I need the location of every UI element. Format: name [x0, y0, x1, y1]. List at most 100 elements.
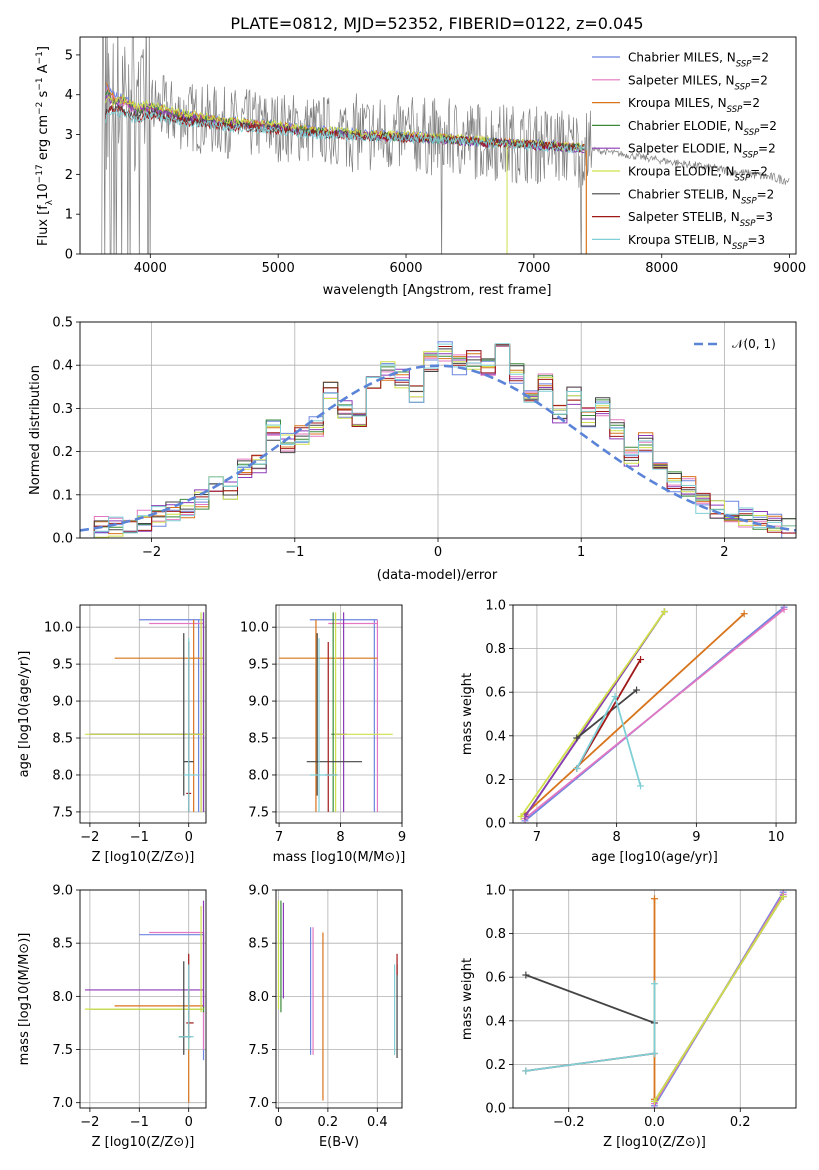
x-tick-label: 7	[275, 830, 283, 845]
weight-vs-metallicity-panel: −0.2 0.0 0.2 0.0 0.2 0.4 0.6 0.8 1.0 Z [log10(Z/Z…	[460, 884, 797, 1150]
x-tick-label: 0.2	[318, 1115, 339, 1130]
x-tick-label: 8000	[645, 261, 678, 276]
y-tick-label: 3	[65, 128, 73, 143]
legend-label-salp_miles: Salpeter MILES, NSSP=2	[628, 73, 768, 92]
weight-line-krou_miles	[524, 613, 745, 815]
x-tick-label: 0	[185, 1115, 193, 1130]
p-ageZ-ylabel: age [log10(age/yr)]	[17, 651, 32, 778]
spectrum-legend: Chabrier MILES, NSSP=2 Salpeter MILES, NS…	[592, 51, 777, 252]
y-tick-label: 7.0	[248, 1096, 269, 1111]
x-tick-label: 0.4	[367, 1115, 388, 1130]
y-tick-label: 0.4	[485, 1014, 506, 1029]
x-tick-label: 7	[533, 830, 541, 845]
residuals-panel: −2 −1 0 1 2 0.0 0.1 0.2 0.3 0.4 0.5 𝒩(0, 1) (data-m…	[28, 316, 797, 583]
p-mE-xlabel: E(B-V)	[319, 1135, 359, 1150]
y-tick-label: 10.0	[240, 621, 269, 636]
y-tick-label: 9.5	[248, 658, 269, 673]
y-tick-label: 0.1	[52, 488, 73, 503]
legend-label-chab_miles: Chabrier MILES, NSSP=2	[628, 51, 769, 70]
errorbars	[84, 612, 205, 812]
y-tick-label: 0.0	[485, 817, 506, 832]
x-tick-label: −2	[80, 830, 99, 845]
errorbars	[277, 900, 398, 1101]
axes-frame	[79, 321, 797, 539]
y-tick-label: 8.0	[52, 768, 73, 783]
p-wAge-xlabel: age [log10(age/yr)]	[591, 850, 718, 865]
x-tick-label: 10	[768, 830, 785, 845]
x-tick-label: −2	[80, 1115, 99, 1130]
y-tick-label: 8.5	[52, 732, 73, 747]
weight-line-krou_elodie	[520, 610, 666, 818]
spectrum-xlabel: wavelength [Angstrom, rest frame]	[323, 283, 552, 298]
y-tick-label: 9.0	[248, 884, 269, 899]
x-tick-label: −1	[285, 545, 304, 560]
x-tick-label: 9	[692, 830, 700, 845]
legend-label-salp_elodie: Salpeter ELODIE, NSSP=2	[628, 142, 776, 161]
legend-label-krou_miles: Kroupa MILES, NSSP=2	[628, 96, 760, 115]
y-tick-label: 0.4	[52, 359, 73, 374]
weight-line-salp_miles	[524, 608, 785, 820]
y-tick-label: 1.0	[485, 884, 506, 899]
x-tick-label: 8	[336, 830, 344, 845]
x-tick-label: 0.2	[730, 1115, 751, 1130]
axes-frame	[275, 604, 403, 824]
y-tick-label: 1	[65, 208, 73, 223]
y-tick-label: 7.5	[248, 1043, 269, 1058]
y-tick-label: 7.0	[52, 1096, 73, 1111]
y-tick-label: 10.0	[44, 621, 73, 636]
y-tick-label: 9.0	[52, 884, 73, 899]
model-chab_stelib	[105, 104, 585, 153]
y-tick-label: 0.2	[52, 445, 73, 460]
weight-line-chab_stelib	[525, 974, 655, 1024]
axes-frame	[512, 889, 797, 1109]
y-tick-label: 8.0	[248, 990, 269, 1005]
x-tick-label: −1	[130, 830, 149, 845]
mass-vs-metallicity-panel: −2 −1 0 7.0 7.5 8.0 8.5 9.0 Z [log10(Z/Z⊙)] mass …	[17, 884, 207, 1150]
y-tick-label: 0.8	[485, 927, 506, 942]
weight-lines	[517, 605, 788, 823]
residuals-plot: −2 −1 0 1 2 0.0 0.1 0.2 0.3 0.4 0.5 𝒩(0, 1)	[52, 316, 797, 560]
y-tick-label: 0.2	[485, 1058, 506, 1073]
y-tick-label: 2	[65, 168, 73, 183]
residuals-ylabel: Normed distribution	[28, 365, 43, 495]
y-tick-label: 8.0	[52, 990, 73, 1005]
x-tick-label: 5000	[262, 261, 295, 276]
model-krou_stelib	[105, 108, 585, 154]
errorbars	[84, 900, 205, 1103]
y-tick-label: 7.5	[52, 1043, 73, 1058]
y-tick-label: 0	[65, 248, 73, 263]
x-tick-label: 8	[612, 830, 620, 845]
age-vs-mass-panel: 7 8 9 7.5 8.0 8.5 9.0 9.5 10.0 mass [log10(M/M⊙)]	[240, 604, 406, 865]
histogram-krou_stelib	[80, 343, 796, 538]
p-wAge-ylabel: mass weight	[460, 673, 475, 755]
weight-line-krou_elodie	[653, 896, 784, 1102]
x-tick-label: 0	[434, 545, 442, 560]
spectrum-ylabel: Flux [fλ10−17 erg cm−2 s−1 A−1]	[35, 46, 55, 246]
p-mZ-ylabel: mass [log10(M/M⊙)]	[17, 933, 32, 1066]
y-tick-label: 5	[65, 48, 73, 63]
x-tick-label: 0	[274, 1115, 282, 1130]
y-tick-label: 0.5	[52, 316, 73, 331]
spectrum-plot: 4000 5000 6000 7000 8000 9000 0 1 2 3 4 5 Chabrier M…	[65, 36, 806, 276]
y-tick-label: 8.5	[248, 937, 269, 952]
x-tick-label: 1	[577, 545, 585, 560]
p-ageZ-xlabel: Z [log10(Z/Z⊙)]	[92, 850, 195, 865]
x-tick-label: 9	[398, 830, 406, 845]
x-tick-label: 6000	[389, 261, 422, 276]
y-tick-label: 7.5	[248, 805, 269, 820]
errorbars	[279, 612, 393, 812]
x-tick-label: 7000	[517, 261, 550, 276]
x-tick-label: 0	[185, 830, 193, 845]
mass-vs-ebv-panel: 0 0.2 0.4 7.0 7.5 8.0 8.5 9.0 E(B-V)	[248, 884, 403, 1150]
spectrum-lines	[101, 37, 790, 254]
axes-frame	[79, 889, 207, 1109]
y-tick-label: 0.6	[485, 971, 506, 986]
y-tick-label: 8.5	[52, 937, 73, 952]
histogram-lines	[80, 341, 796, 538]
y-tick-label: 1.0	[485, 599, 506, 614]
x-tick-label: −2	[142, 545, 161, 560]
y-tick-label: 0.6	[485, 686, 506, 701]
y-tick-label: 9.0	[52, 695, 73, 710]
